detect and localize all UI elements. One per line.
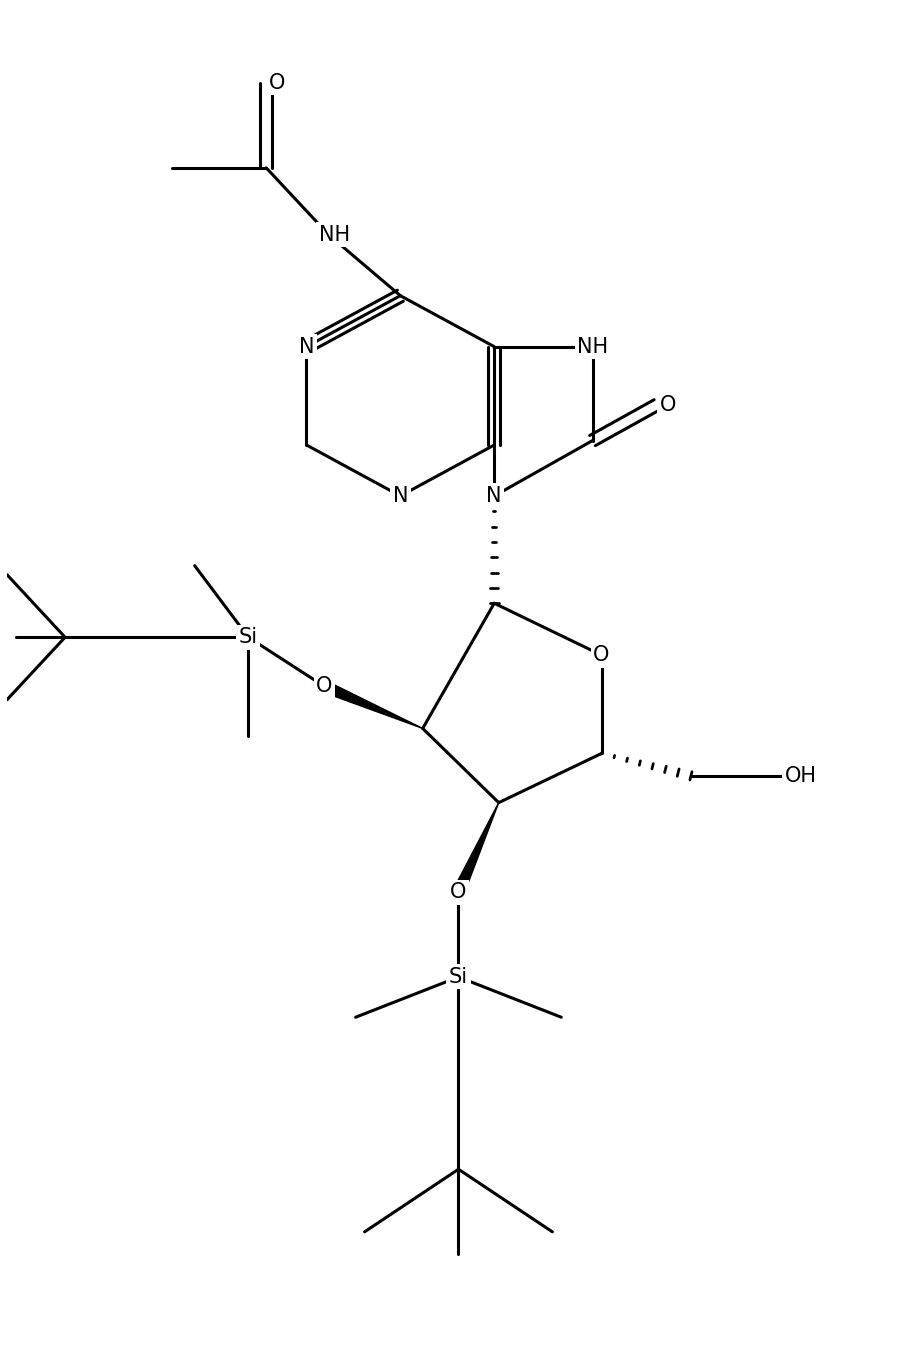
Text: NH: NH (319, 225, 350, 245)
Text: N: N (487, 486, 502, 506)
Polygon shape (453, 802, 498, 895)
Text: N: N (299, 336, 314, 357)
Text: Si: Si (449, 966, 468, 987)
Text: O: O (450, 882, 467, 902)
Text: O: O (316, 677, 332, 696)
Text: OH: OH (785, 766, 817, 786)
Text: NH: NH (577, 336, 608, 357)
Text: O: O (269, 73, 285, 93)
Text: Si: Si (239, 627, 258, 647)
Text: O: O (659, 394, 676, 415)
Text: O: O (450, 882, 467, 902)
Text: NH: NH (577, 336, 608, 357)
Text: N: N (392, 486, 408, 506)
Text: O: O (269, 73, 285, 93)
Text: O: O (593, 645, 609, 665)
Text: N: N (487, 486, 502, 506)
Text: O: O (316, 677, 332, 696)
Text: Si: Si (449, 966, 468, 987)
Text: OH: OH (785, 766, 817, 786)
Text: Si: Si (239, 627, 258, 647)
Text: NH: NH (319, 225, 350, 245)
Polygon shape (322, 681, 423, 728)
Text: O: O (659, 394, 676, 415)
Text: O: O (593, 645, 609, 665)
Text: N: N (392, 486, 408, 506)
Text: N: N (299, 336, 314, 357)
